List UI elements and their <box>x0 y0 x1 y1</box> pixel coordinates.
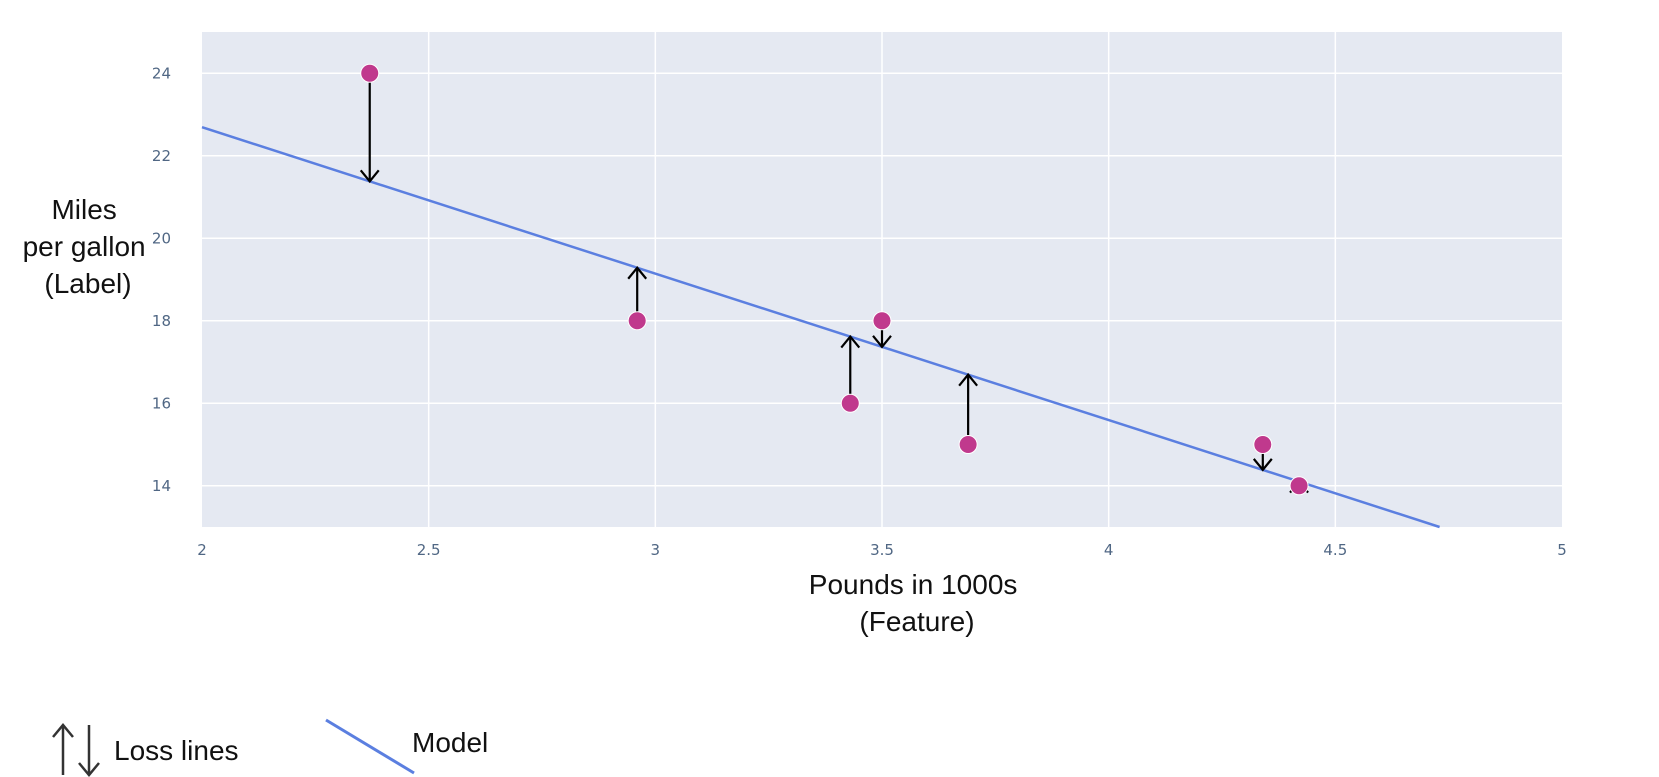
y-axis-title-line-3: (Label) <box>44 268 131 299</box>
data-point <box>840 393 860 413</box>
data-point <box>1289 476 1309 496</box>
x-axis-title-line-1: Pounds in 1000s <box>809 569 1018 600</box>
gridlines <box>202 32 1562 527</box>
y-tick-label: 18 <box>152 312 171 330</box>
x-tick-label: 3.5 <box>870 541 894 559</box>
loss-line <box>958 372 978 436</box>
x-axis-title-line-2: (Feature) <box>859 606 974 637</box>
legend: Loss lines Model <box>52 718 488 777</box>
data-point <box>627 311 647 331</box>
legend-model-label: Model <box>412 727 488 758</box>
y-tick-label: 14 <box>152 477 171 495</box>
data-point <box>1253 435 1273 454</box>
y-tick-label: 16 <box>152 394 171 412</box>
data-point <box>872 311 892 331</box>
x-tick-label: 4 <box>1104 541 1114 559</box>
x-tick-label: 2 <box>197 541 207 559</box>
x-tick-label: 2.5 <box>417 541 441 559</box>
x-tick-label: 3 <box>651 541 661 559</box>
y-tick-label: 20 <box>152 229 171 247</box>
x-tick-label: 4.5 <box>1323 541 1347 559</box>
y-tick-label: 22 <box>152 147 171 165</box>
legend-loss-lines-icon <box>52 723 100 777</box>
model-line <box>201 125 1440 529</box>
loss-line <box>627 266 648 312</box>
legend-model-icon <box>325 718 415 775</box>
loss-line <box>1252 453 1273 472</box>
data-point <box>360 63 380 83</box>
loss-line <box>840 334 861 395</box>
y-axis-title-line-1: Miles <box>51 194 116 225</box>
y-axis-title: Miles per gallon (Label) <box>23 194 154 299</box>
data-point <box>958 435 978 454</box>
model-line-layer <box>201 125 1440 529</box>
x-tick-label: 5 <box>1557 541 1567 559</box>
data-points-layer <box>360 63 1309 496</box>
y-tick-label: 24 <box>152 64 171 82</box>
loss-line <box>872 329 892 349</box>
legend-loss-lines-label: Loss lines <box>114 735 239 766</box>
tick-labels: 2 2.5 3 3.5 4 4.5 5 14 16 18 20 22 24 <box>152 64 1567 559</box>
loss-line <box>359 82 380 184</box>
y-axis-title-line-2: per gallon <box>23 231 146 262</box>
x-axis-title: Pounds in 1000s (Feature) <box>809 569 1025 637</box>
